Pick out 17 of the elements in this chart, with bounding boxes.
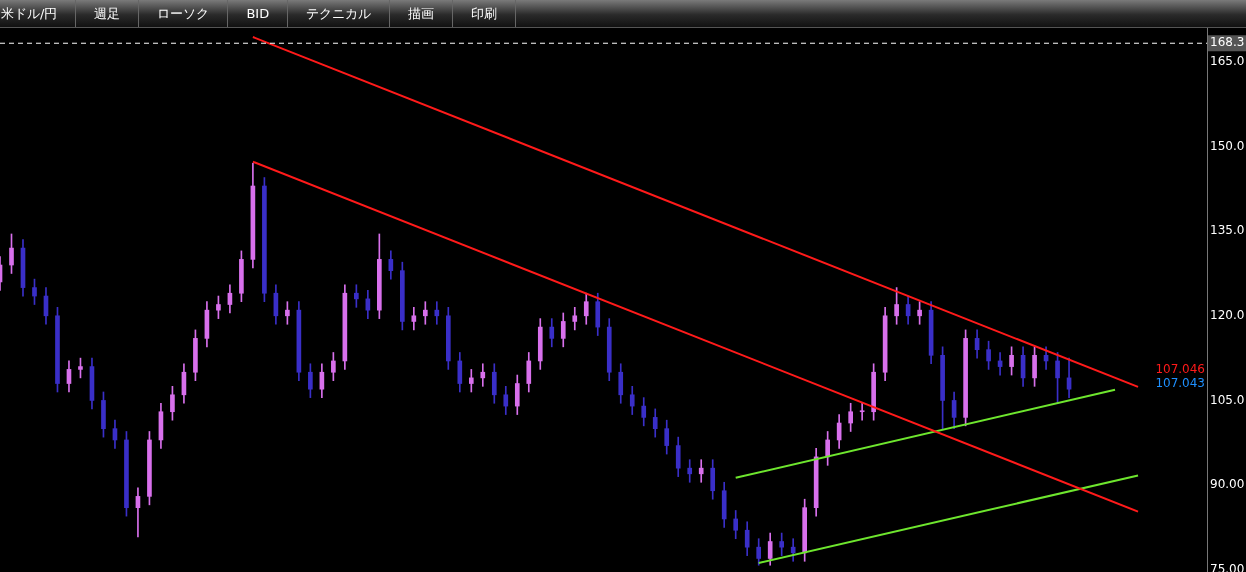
- text: BID: [228, 0, 289, 27]
- annotation: 107.046: [1155, 362, 1205, 377]
- ref-line-label: 168.3: [1210, 35, 1245, 50]
- text: 描画: [390, 0, 454, 27]
- y-tick-label: 135.0: [1210, 223, 1245, 238]
- text: ローソク: [139, 0, 229, 27]
- y-tick-label: 105.0: [1210, 392, 1245, 407]
- text: テクニカル: [288, 0, 391, 27]
- text: 印刷: [453, 0, 517, 27]
- y-tick-label: 90.00: [1210, 477, 1245, 492]
- text: 週足: [76, 0, 140, 27]
- annotation: 107.043: [1155, 376, 1205, 391]
- y-tick-label: 75.00: [1210, 561, 1245, 572]
- y-tick-label: 120.0: [1210, 307, 1245, 322]
- y-tick-label: 150.0: [1210, 138, 1245, 153]
- y-tick-label: 165.0: [1210, 53, 1245, 68]
- text: 米ドル/円: [0, 0, 77, 27]
